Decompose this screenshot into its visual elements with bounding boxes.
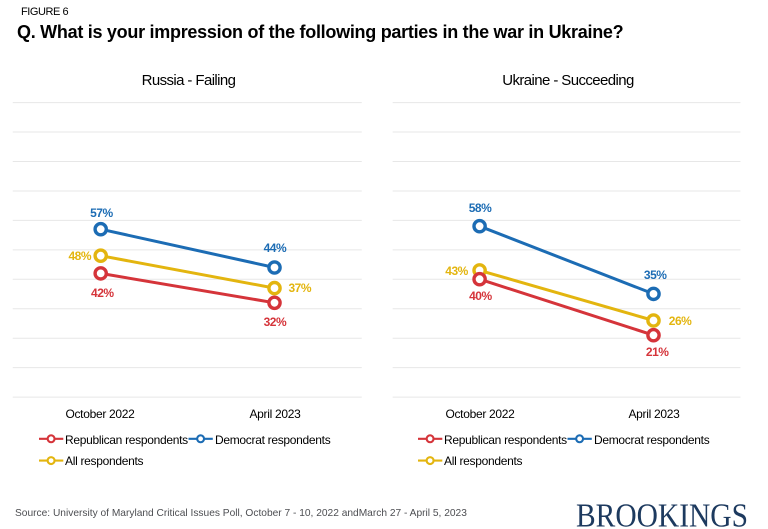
- svg-text:BROOKINGS: BROOKINGS: [576, 497, 748, 529]
